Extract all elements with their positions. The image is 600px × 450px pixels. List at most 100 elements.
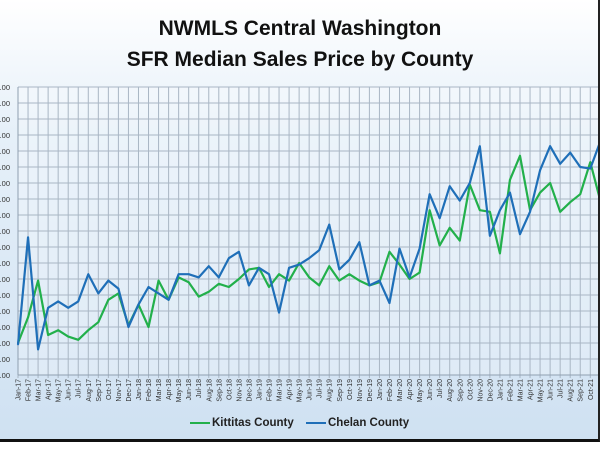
data-point (328, 223, 331, 226)
y-tick-label: .00 (0, 243, 10, 252)
data-point (438, 217, 441, 219)
data-point (47, 334, 49, 336)
x-tick-label: Jul-21 (558, 379, 565, 398)
data-point (418, 247, 421, 250)
x-tick-label: Jul-19 (317, 379, 324, 398)
y-tick-label: .00 (0, 371, 10, 380)
data-point (388, 302, 391, 304)
x-tick-label: Nov-21 (598, 379, 600, 402)
data-point (579, 193, 582, 195)
x-tick-label: Jul-18 (196, 379, 203, 398)
data-point (157, 279, 160, 282)
x-tick-label: Oct-21 (588, 379, 595, 400)
data-point (509, 179, 511, 181)
data-point (408, 276, 411, 279)
x-tick-label: Mar-18 (156, 379, 163, 401)
data-point (318, 249, 321, 251)
x-tick-label: May-19 (297, 379, 304, 402)
x-tick-label: Jun-17 (66, 379, 73, 401)
data-point (428, 209, 431, 211)
data-point (519, 233, 521, 235)
data-point (338, 279, 341, 282)
data-point (308, 276, 310, 279)
x-tick-label: Sep-17 (96, 379, 103, 402)
x-tick-label: Jun-21 (548, 379, 555, 401)
data-point (479, 145, 481, 147)
data-point (248, 268, 250, 271)
data-point (499, 252, 501, 255)
x-tick-label: Dec-20 (487, 379, 494, 402)
data-point (87, 273, 90, 276)
x-tick-label: Jan-18 (136, 379, 143, 401)
data-point (157, 292, 160, 295)
y-tick-label: .00 (0, 291, 10, 300)
x-tick-label: Dec-18 (246, 379, 253, 402)
y-tick-label: .00 (0, 163, 10, 172)
data-point (398, 247, 401, 250)
data-point (268, 273, 270, 276)
data-point (539, 191, 541, 194)
data-point (589, 167, 592, 170)
x-tick-label: Apr-17 (46, 379, 53, 400)
x-tick-label: Aug-19 (327, 379, 334, 402)
legend-swatch-kittitas (190, 422, 210, 424)
x-tick-label: Apr-20 (407, 379, 414, 400)
data-point (218, 276, 220, 279)
legend-label-chelan: Chelan County (328, 417, 410, 429)
y-tick-label: .00 (0, 99, 10, 108)
y-tick-label: .00 (0, 83, 10, 92)
data-point (37, 279, 39, 282)
x-tick-label: Mar-20 (397, 379, 404, 401)
data-point (97, 292, 100, 295)
x-tick-label: Nov-17 (116, 379, 123, 402)
data-point (117, 287, 120, 290)
data-point (147, 326, 150, 328)
data-point (288, 279, 290, 282)
data-point (107, 299, 110, 301)
data-point (469, 182, 471, 184)
data-point (228, 286, 230, 288)
x-tick-label: Aug-21 (568, 379, 575, 402)
x-tick-label: Feb-18 (146, 379, 153, 401)
x-tick-label: Feb-20 (387, 379, 394, 401)
data-point (37, 348, 39, 351)
chart-title-line-1: NWMLS Central Washington (158, 17, 442, 40)
x-tick-label: Aug-18 (206, 379, 213, 402)
data-point (529, 211, 531, 213)
data-point (27, 316, 29, 319)
data-point (207, 265, 210, 268)
y-tick-label: .00 (0, 307, 10, 316)
y-tick-label: .00 (0, 259, 10, 268)
data-point (559, 163, 561, 165)
y-tick-label: .00 (0, 115, 10, 124)
x-tick-label: Nov-19 (357, 379, 364, 402)
y-tick-label: .00 (0, 147, 10, 156)
data-point (187, 273, 190, 276)
x-tick-label: Mar-17 (36, 379, 43, 401)
x-tick-label: Oct-19 (347, 379, 354, 400)
data-point (348, 259, 351, 261)
data-point (479, 209, 481, 211)
x-tick-label: Feb-17 (26, 379, 33, 401)
data-point (458, 199, 461, 202)
data-point (308, 257, 310, 260)
x-tick-label: Jan-19 (256, 379, 263, 401)
data-point (57, 329, 59, 332)
data-point (218, 283, 220, 285)
x-tick-label: Jul-20 (437, 379, 444, 398)
y-tick-label: .00 (0, 339, 10, 348)
data-point (87, 329, 90, 332)
legend-item-kittitas: Kittitas County (190, 417, 294, 429)
x-tick-label: May-21 (538, 379, 545, 402)
data-point (589, 161, 592, 163)
data-point (97, 321, 100, 324)
x-tick-label: May-17 (56, 379, 63, 402)
data-point (167, 299, 170, 301)
x-tick-label: Feb-21 (507, 379, 514, 401)
data-point (328, 265, 331, 268)
data-point (47, 307, 49, 309)
x-tick-label: Aug-20 (447, 379, 454, 402)
data-point (549, 145, 551, 147)
data-point (278, 311, 280, 314)
data-point (539, 169, 541, 171)
